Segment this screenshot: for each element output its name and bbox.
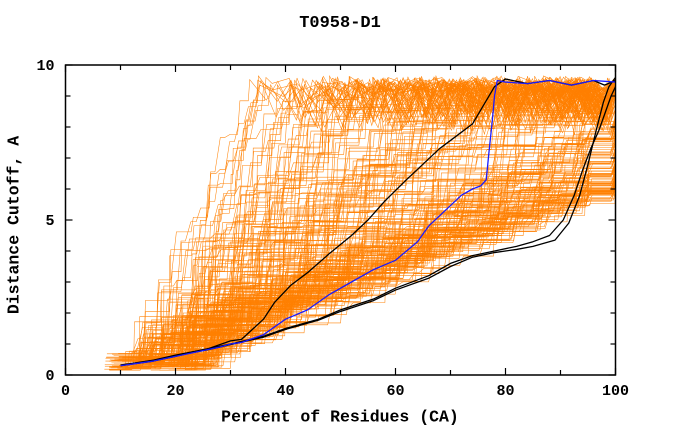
svg-text:40: 40: [276, 383, 294, 400]
svg-text:60: 60: [386, 383, 404, 400]
svg-text:80: 80: [496, 383, 514, 400]
svg-text:0: 0: [45, 368, 54, 385]
svg-text:10: 10: [36, 58, 54, 75]
svg-text:100: 100: [602, 383, 629, 400]
svg-text:5: 5: [45, 213, 54, 230]
svg-text:20: 20: [166, 383, 184, 400]
svg-text:0: 0: [61, 383, 70, 400]
